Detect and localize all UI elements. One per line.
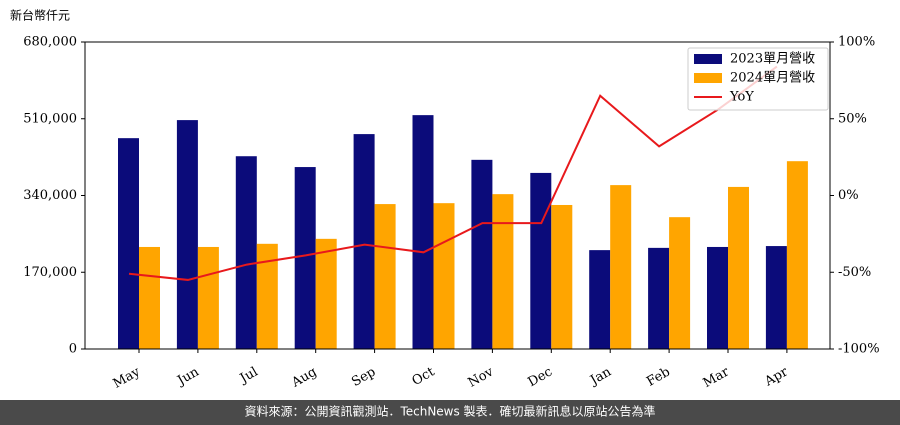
bar <box>235 156 257 349</box>
x-tick-label: Dec <box>526 365 556 391</box>
x-tick-label: Jul <box>236 365 261 388</box>
bar <box>118 138 139 349</box>
yoy-line <box>128 65 778 281</box>
x-tick-label: Apr <box>762 364 792 390</box>
bar <box>176 120 198 350</box>
legend-label: YoY <box>729 90 754 105</box>
x-tick-label: Aug <box>288 365 319 392</box>
bar <box>471 159 493 349</box>
y-tick-label: 340,000 <box>23 188 77 203</box>
bar <box>765 246 787 349</box>
y-tick-label: 170,000 <box>23 265 77 280</box>
bar <box>412 115 434 349</box>
x-tick-label: Feb <box>644 365 673 390</box>
bar <box>374 204 396 349</box>
bar <box>294 167 316 349</box>
bar <box>728 186 749 349</box>
y-axis-title: 新台幣仟元 <box>10 8 70 23</box>
source-note: 資料來源：公開資訊觀測站．TechNews 製表．確切最新訊息以原站公告為準 <box>244 404 655 419</box>
x-tick-label: Oct <box>410 364 438 389</box>
x-tick-label: Jun <box>173 364 202 389</box>
y2-tick-label: 50% <box>838 111 867 126</box>
x-tick-label: May <box>111 364 144 392</box>
y-tick-label: 680,000 <box>23 35 77 50</box>
bar <box>610 185 632 349</box>
legend-box <box>687 47 829 111</box>
legend-label: 2023單月營收 <box>730 52 815 67</box>
plot-frame <box>84 41 831 350</box>
bar <box>256 243 278 349</box>
bar <box>707 246 728 349</box>
x-tick-label: Jan <box>586 364 614 389</box>
bar <box>786 161 808 349</box>
bar <box>353 134 375 349</box>
bar <box>589 250 611 349</box>
bar <box>139 246 160 349</box>
x-tick-label: Nov <box>466 364 497 391</box>
x-tick-label: Mar <box>701 364 733 391</box>
y2-tick-label: -50% <box>838 265 871 280</box>
bar <box>433 203 455 349</box>
y-tick-label: 0 <box>69 342 77 357</box>
y-tick-label: 510,000 <box>23 111 77 126</box>
bar <box>530 172 552 349</box>
y2-tick-label: 0% <box>838 188 859 203</box>
x-tick-label: Sep <box>349 365 378 390</box>
bar <box>492 194 514 349</box>
legend-swatch <box>694 73 722 83</box>
bar <box>551 204 573 349</box>
bar <box>648 247 670 349</box>
bar <box>669 217 691 349</box>
y2-tick-label: -100% <box>838 342 880 357</box>
bar <box>315 238 337 349</box>
legend-label: 2024單月營收 <box>730 71 815 86</box>
legend-swatch <box>694 54 722 64</box>
footer-bar <box>0 400 900 425</box>
y2-tick-label: 100% <box>838 35 875 50</box>
bar <box>197 246 219 349</box>
